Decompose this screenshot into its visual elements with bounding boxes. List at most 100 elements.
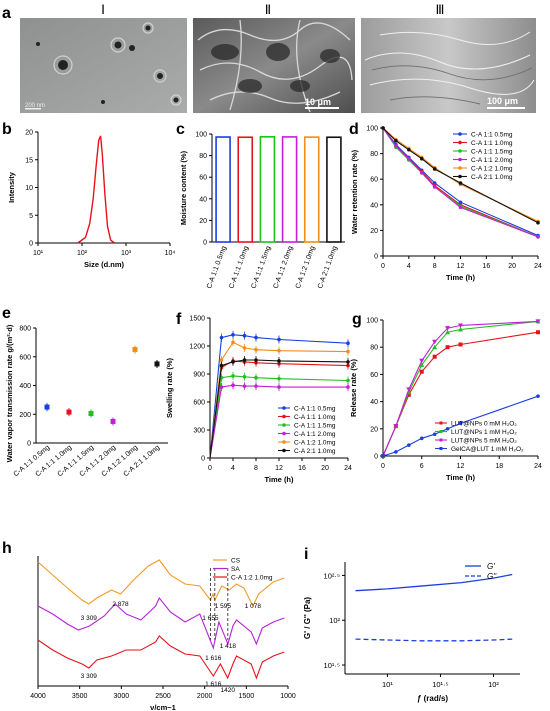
panel-label-g: g bbox=[352, 311, 362, 328]
x-axis-label: Size (d.nm) bbox=[84, 260, 125, 269]
legend-entry: CS bbox=[231, 558, 241, 565]
x-axis-label: Time (h) bbox=[446, 473, 476, 482]
x-tick-label: 20 bbox=[321, 465, 329, 472]
data-point-lut-nps-5-mm-h-o bbox=[458, 323, 463, 328]
legend-marker bbox=[458, 166, 462, 170]
x-axis-label: Time (h) bbox=[264, 475, 294, 484]
legend-marker bbox=[439, 438, 443, 442]
data-point-c-a-1-2-1-0mg bbox=[346, 349, 350, 354]
data-point-c-a-1-1-2-0mg bbox=[346, 385, 350, 389]
point-c-a-1-1-1-5mg bbox=[88, 411, 94, 417]
chart-ftir: 4000 3500 3000 2500 2000 1500 1000 ν/cm−1 3 309 2… bbox=[30, 556, 296, 711]
x-tick-label: 2500 bbox=[155, 693, 171, 700]
legend-entry: C-A 1:1 0.5mg bbox=[471, 132, 513, 139]
x-tick-label: 1000 bbox=[280, 693, 296, 700]
bar-c-a-1-1-1-5mg bbox=[259, 136, 276, 243]
legend-entry: G' bbox=[487, 562, 495, 571]
x-tick-label: 12 bbox=[275, 465, 283, 472]
legend-entry: SA bbox=[231, 566, 240, 573]
panel-label-d: d bbox=[349, 121, 359, 138]
roman-label-1: Ⅰ bbox=[101, 2, 105, 17]
legend-marker bbox=[282, 414, 286, 419]
bar-c-a-2-1-1-0mg bbox=[326, 136, 342, 243]
y-tick-label: 900 bbox=[193, 372, 205, 379]
data-point-c-a-1-1-0-5mg bbox=[231, 333, 235, 337]
legend-entry: C-A 1:1 1.0mg bbox=[471, 140, 513, 147]
legend-marker bbox=[439, 447, 443, 450]
x-axis-label: Time (h) bbox=[446, 273, 476, 282]
x-tick-label: 20 bbox=[508, 263, 516, 270]
data-point-lut-nps-5-mm-h-o bbox=[419, 358, 425, 364]
y-tick-label: 80 bbox=[199, 153, 207, 160]
peak-label: 1 616 bbox=[205, 681, 222, 688]
legend-entry: C-A 1:1 2.0mg bbox=[294, 431, 336, 438]
y-tick-label: 10²·⁵ bbox=[324, 571, 340, 580]
bar-c-a-1-1-0-5mg bbox=[215, 136, 231, 243]
y-tick-label: 1200 bbox=[189, 344, 205, 351]
y-tick-label: 20 bbox=[370, 228, 378, 235]
panel-label-i: i bbox=[304, 546, 308, 563]
data-point-c-a-1-1-2-0mg bbox=[254, 384, 258, 388]
legend-entry: LUT@NPs 5 mM H₂O₂ bbox=[451, 438, 517, 445]
y-tick-label: 400 bbox=[19, 383, 31, 390]
legend-marker bbox=[458, 174, 462, 179]
legend-marker bbox=[282, 423, 286, 427]
x-tick-label: 0 bbox=[208, 465, 212, 472]
x-tick-label: 3000 bbox=[114, 693, 130, 700]
x-tick-label: 8 bbox=[254, 465, 258, 472]
data-point-c-a-1-1-0-5mg bbox=[219, 335, 224, 340]
y-tick-label: 600 bbox=[19, 354, 31, 361]
data-point-c-a-1-2-1-0mg bbox=[277, 348, 281, 353]
data-point-c-a-1-1-2-0mg bbox=[277, 385, 281, 389]
x-tick-label: C-A 1:1 1.0mg bbox=[228, 245, 250, 290]
data-point-c-a-2-1-1-0mg bbox=[432, 167, 437, 171]
data-point-c-a-2-1-1-0mg bbox=[346, 360, 350, 364]
data-point-c-a-1-1-2-0mg bbox=[432, 185, 437, 189]
y-tick-label: 0 bbox=[29, 241, 33, 248]
chart-wvtr: 0 200 400 600 800 Water vapor transmission ra… bbox=[5, 324, 168, 478]
x-axis-label: ƒ (rad/s) bbox=[417, 694, 448, 703]
roman-label-2: Ⅱ bbox=[265, 2, 271, 17]
y-tick-label: 40 bbox=[370, 399, 378, 406]
x-tick-label: 18 bbox=[495, 463, 503, 470]
y-tick-label: 40 bbox=[370, 202, 378, 209]
legend-marker bbox=[282, 406, 286, 410]
data-point-c-a-2-1-1-0mg bbox=[254, 358, 258, 362]
x-tick-label: C-A 1:1 0.5mg bbox=[206, 245, 228, 290]
data-point-c-a-2-1-1-0mg bbox=[231, 360, 235, 364]
data-point-lut-nps-0-mm-h-o bbox=[536, 330, 540, 335]
x-tick-label: C-A 1:1 2.0mg bbox=[273, 245, 295, 290]
y-tick-label: 800 bbox=[19, 326, 31, 333]
y-tick-label: 600 bbox=[193, 400, 205, 407]
legend-entry: C-A 1:1 1.5mg bbox=[471, 149, 513, 156]
peak-label: 1 078 bbox=[245, 603, 262, 610]
y-tick-label: 10² bbox=[329, 616, 340, 625]
chart-rheology: 10¹ 10¹·⁵ 10² 10¹·⁵ 10² 10²·⁵ ƒ (rad/s) G' / G'… bbox=[303, 562, 520, 703]
x-tick-label: 10² bbox=[488, 680, 499, 689]
data-point-c-a-1-1-2-0mg bbox=[407, 156, 411, 161]
peak-label: 2 878 bbox=[112, 601, 129, 608]
point-c-a-1-1-2-0mg bbox=[110, 418, 116, 424]
data-point-c-a-2-1-1-0mg bbox=[458, 181, 463, 185]
legend-entry: C-A 1:2 1.0mg bbox=[231, 575, 273, 582]
data-point-c-a-1-1-1-5mg bbox=[231, 374, 235, 378]
scale-label-2: 10 μm bbox=[305, 97, 331, 107]
x-tick-label: 24 bbox=[534, 263, 542, 270]
peak-label: 1420 bbox=[220, 687, 235, 694]
y-tick-label: 1500 bbox=[189, 316, 205, 323]
data-point-lut-nps-5-mm-h-o bbox=[406, 387, 412, 392]
scale-label-1: 200 nm bbox=[25, 103, 45, 109]
x-tick-label: 4 bbox=[407, 263, 411, 270]
y-tick-label: 100 bbox=[366, 318, 378, 325]
y-axis-label: Swelling rate (%) bbox=[165, 357, 174, 418]
data-point-lut-nps-0-mm-h-o bbox=[419, 369, 424, 374]
data-point-gelca-lut-1-mm-h-o bbox=[407, 443, 411, 447]
peak-label: 3 309 bbox=[81, 615, 98, 622]
data-point-lut-nps-1-mm-h-o bbox=[432, 344, 438, 350]
y-tick-label: 20 bbox=[25, 130, 33, 137]
micrograph-tem: 200 nm bbox=[20, 18, 187, 113]
y-axis-label: Moisture content (%) bbox=[179, 150, 188, 225]
y-tick-label: 0 bbox=[203, 240, 207, 247]
y-tick-label: 0 bbox=[374, 254, 378, 261]
data-point-gelca-lut-1-mm-h-o bbox=[458, 421, 463, 426]
